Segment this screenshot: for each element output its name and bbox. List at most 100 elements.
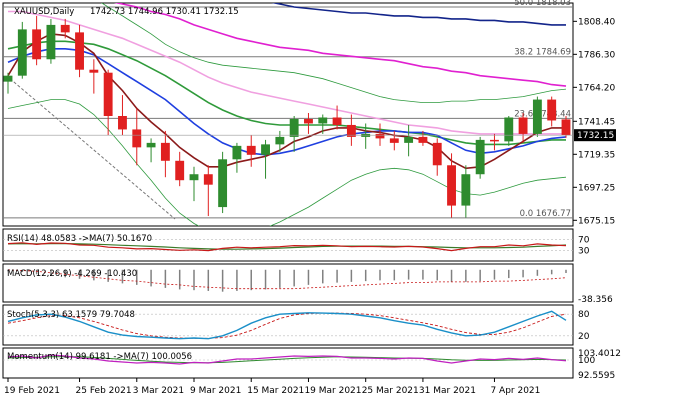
rsi-line [7,242,567,252]
candle-body [475,139,485,175]
time-tick-label: 31 Mar 2021 [419,386,476,396]
candle [103,69,113,136]
candle-body [175,160,185,181]
candle [504,115,514,146]
candle [547,96,557,127]
candle [60,18,70,39]
candle [389,130,399,151]
last-price-value: 1732.15 [577,131,614,141]
ohlc-label: 1742.73 1744.96 1730.41 1732.15 [90,7,239,17]
candle-body [547,99,557,121]
candle [189,166,199,202]
candle-body [490,139,499,142]
candle [346,114,356,146]
ma-blue-line [7,47,567,156]
candle-body [389,138,399,143]
time-tick-label: 19 Mar 2021 [304,386,361,396]
candle-body [404,136,414,143]
candle-body [261,144,270,155]
stoch-d-line [7,312,567,339]
candle [404,124,414,157]
candle-body [60,24,70,33]
candle-body [447,165,456,206]
macd-pane-border [2,263,574,303]
candle-body [89,69,99,73]
bollinger-lower-line [7,99,567,226]
candle-body [275,136,285,145]
ma-navy-line [271,3,566,26]
rsi-label: RSI(14) 48.0583 ->MA(7) 50.1670 [7,234,152,244]
candle-body [418,136,428,143]
momentum-label: Momentum(14) 99.6181 ->MA(7) 100.0056 [7,352,192,362]
candle-body [461,174,471,206]
last-price-box [574,129,616,142]
fib-38-label: 38.2 1784.69 [514,48,571,58]
candle-body [203,174,213,185]
candle-body [132,129,142,148]
time-tick-label: 15 Mar 2021 [247,386,304,396]
candle-body [375,133,385,139]
candle [332,105,342,130]
candles [3,15,571,218]
candle-body [232,145,242,160]
candle-body [218,159,228,208]
time-tick-label: 25 Mar 2021 [362,386,419,396]
candle [17,21,27,79]
candle-body [75,32,84,70]
fib-23-label: 23.6 1743.44 [514,109,571,119]
momentum-tick-label: 92.5595 [578,371,615,381]
candle [75,24,84,78]
candle [175,151,185,187]
candle-body [346,124,356,137]
candle [118,95,127,136]
price-tick-label: 1786.30 [578,50,615,60]
price-tick-label: 1741.45 [578,117,615,127]
price-pane-border [2,2,574,227]
price-tick-label: 1697.25 [578,183,615,193]
candle-body [46,24,56,60]
candle [304,113,313,134]
time-tick-label: 7 Apr 2021 [490,386,540,396]
stoch-level-label: 20 [578,332,590,342]
candle-body [103,72,113,116]
candle [490,133,499,151]
time-tick-label: 19 Feb 2021 [4,386,60,396]
symbol-label: XAUUSD,Daily [14,7,74,17]
candle [375,123,385,146]
momentum-line [7,354,567,365]
rsi-level-label: 70 [578,235,590,245]
candle-body [432,142,442,166]
candle-body [160,142,170,161]
candle-body [518,117,528,134]
fib-0-label: 0.0 1676.77 [520,209,571,219]
candle-body [246,145,256,155]
candle [275,130,285,152]
ma-green-line [7,40,566,146]
macd-panel: -38.356 [7,269,613,305]
candle [261,139,270,179]
candle [318,114,328,134]
candle [46,18,56,64]
time-tick-label: 3 Mar 2021 [133,386,184,396]
momentum-pane-border [2,347,574,379]
rsi-level-label: 30 [578,247,590,257]
candle [3,72,13,94]
ma-maroon-line [7,33,566,170]
ma-magenta-line [113,3,567,87]
candle [146,138,156,163]
candle-body [32,29,42,60]
candle-body [289,118,299,137]
candle [561,116,571,138]
candle-body [3,75,13,82]
momentum-tick-label: 103.4012 [578,349,621,359]
bollinger-upper-line [101,3,567,103]
candle-body [332,117,342,125]
candle [532,96,542,137]
candle [246,135,256,167]
candle [232,142,242,173]
stoch-pane-border [2,304,574,346]
price-tick-label: 1719.35 [578,150,615,160]
stoch-k-line [7,310,567,340]
